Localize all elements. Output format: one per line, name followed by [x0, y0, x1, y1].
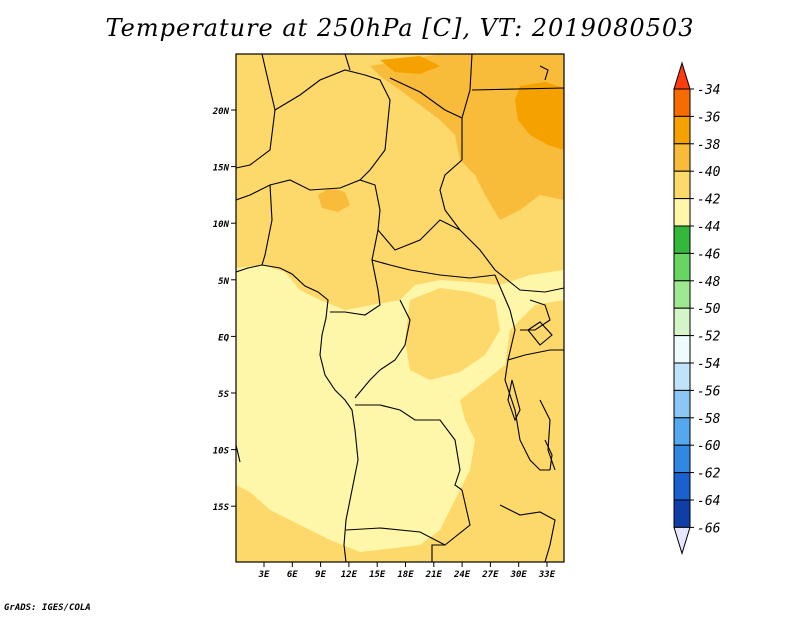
colorbar-label: -38 — [697, 138, 721, 153]
border-line — [344, 54, 351, 71]
colorbar-swatch — [673, 307, 691, 337]
colorbar: -34 -36 -38 -40 -42 -44 -46 -48 -50 -52 -54 -56 -58 -… — [673, 61, 721, 556]
border-line — [371, 259, 496, 279]
colorbar-swatch — [673, 417, 691, 446]
border-line — [389, 77, 463, 160]
lon-tick-label: 27E — [481, 570, 499, 580]
lon-tick-label: 3E — [258, 570, 270, 580]
colorbar-swatch — [673, 389, 691, 419]
border-line — [507, 349, 564, 361]
colorbar-top-arrow — [673, 61, 691, 90]
colorbar-swatch — [673, 362, 691, 391]
border-line — [499, 504, 556, 562]
lon-tick-label: 18E — [397, 570, 414, 580]
colorbar-label: -52 — [697, 330, 721, 345]
lon-tick-label: 24E — [453, 570, 471, 580]
lat-tick-label: 15S — [213, 503, 230, 513]
lat-tick-label: EQ — [218, 333, 229, 343]
colorbar-label: -56 — [697, 384, 721, 399]
field-band-36-34-n — [380, 56, 440, 74]
border-line — [355, 404, 463, 491]
lat-tick-label: 5N — [218, 277, 229, 287]
borders — [236, 54, 564, 562]
map-frame — [235, 53, 565, 563]
colorbar-label: -50 — [697, 302, 721, 317]
lon-tick-label: 15E — [369, 570, 386, 580]
colorbar-label: -66 — [697, 521, 721, 536]
colorbar-label: -34 — [697, 83, 720, 98]
lat-tick-label: 10S — [213, 447, 230, 457]
field-band-38-36 — [370, 54, 564, 220]
colorbar-swatch — [673, 499, 691, 528]
colorbar-swatch — [673, 115, 691, 145]
border-line — [236, 444, 241, 463]
lake-outline — [539, 65, 549, 81]
border-line — [274, 69, 391, 181]
field-band-38-36-nw — [318, 188, 350, 212]
border-line — [354, 299, 411, 399]
coastline — [236, 264, 359, 562]
border-line — [494, 274, 550, 471]
border-line — [520, 299, 551, 331]
temperature-field — [236, 54, 564, 562]
colorbar-label: -36 — [697, 110, 721, 125]
field-patch-east — [470, 340, 564, 470]
colorbar-swatch — [673, 198, 691, 227]
border-line — [471, 87, 564, 91]
lat-tick-label: 15N — [213, 164, 230, 174]
colorbar-swatch — [673, 170, 691, 200]
colorbar-swatch — [673, 335, 691, 364]
border-line — [261, 184, 273, 266]
longitude-axis: 3E 6E 9E 12E 15E 18E 21E 24E 27E 30E 33E — [258, 562, 556, 580]
colorbar-swatch — [673, 88, 691, 117]
colorbar-label: -44 — [697, 220, 720, 235]
lon-tick-label: 21E — [425, 570, 443, 580]
border-line — [439, 159, 564, 293]
lon-tick-label: 6E — [287, 570, 298, 580]
colorbar-label: -60 — [697, 439, 721, 454]
lon-tick-label: 33E — [538, 570, 556, 580]
colorbar-label: -64 — [697, 494, 720, 509]
colorbar-label: -48 — [697, 275, 721, 290]
lat-tick-label: 5S — [218, 390, 229, 400]
colorbar-label: -46 — [697, 247, 721, 262]
border-line — [330, 289, 381, 316]
colorbar-swatch — [673, 225, 691, 254]
lat-tick-label: 10N — [213, 220, 230, 230]
latitude-axis: 20N 15N 10N 5N EQ 5S 10S 15S — [212, 107, 236, 513]
colorbar-swatch — [673, 252, 691, 282]
lon-tick-label: 12E — [341, 570, 358, 580]
border-line — [461, 54, 473, 119]
colorbar-label: -62 — [697, 467, 721, 482]
field-patch-central — [405, 288, 500, 380]
lake-outline — [527, 321, 553, 346]
border-line — [236, 179, 381, 291]
colorbar-label: -58 — [697, 412, 721, 427]
border-line — [236, 54, 276, 169]
lon-tick-label: 9E — [315, 570, 326, 580]
colorbar-swatch — [673, 472, 691, 501]
lat-tick-label: 20N — [212, 107, 230, 117]
lake-outline — [544, 439, 553, 471]
colorbar-label: -42 — [697, 193, 721, 208]
colorbar-label: -54 — [697, 357, 720, 372]
colorbar-swatch — [673, 444, 691, 474]
colorbar-swatch — [673, 143, 691, 172]
field-patch-southeast — [465, 470, 564, 562]
colorbar-swatch — [673, 280, 691, 309]
colorbar-bottom-arrow — [673, 526, 691, 556]
border-line — [345, 527, 446, 546]
colorbar-label: -40 — [697, 165, 721, 180]
lake-outline — [507, 379, 521, 422]
field-band-36-34 — [515, 82, 564, 150]
border-line — [377, 219, 461, 251]
lon-tick-label: 30E — [510, 570, 528, 580]
credit-label: GrADS: IGES/COLA — [4, 603, 91, 613]
chart-title: Temperature at 250hPa [C], VT: 201908050… — [105, 14, 695, 42]
